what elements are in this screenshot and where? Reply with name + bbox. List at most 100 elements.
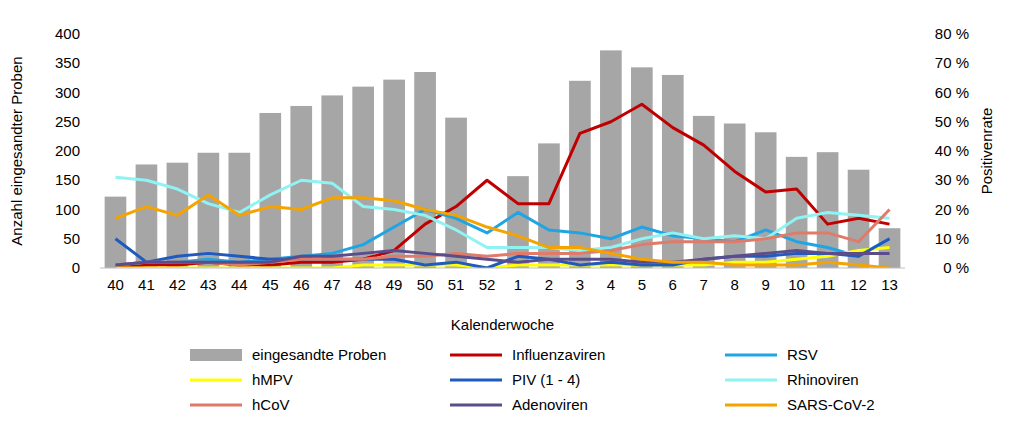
legend-swatch bbox=[450, 354, 502, 357]
x-tick-label: 52 bbox=[479, 276, 496, 293]
y2-tick bbox=[905, 121, 909, 122]
legend-label: Influenzaviren bbox=[512, 346, 605, 363]
legend-swatch bbox=[190, 404, 242, 407]
x-tick-label: 2 bbox=[545, 276, 553, 293]
bar bbox=[383, 80, 405, 268]
y-tick bbox=[96, 34, 100, 35]
y-tick-label: 200 bbox=[55, 142, 80, 159]
y2-tick bbox=[905, 180, 909, 181]
x-tick-label: 40 bbox=[107, 276, 124, 293]
bar bbox=[198, 153, 220, 268]
y2-tick-label: 60 % bbox=[935, 84, 969, 101]
bar bbox=[414, 72, 436, 268]
legend-swatch bbox=[450, 379, 502, 382]
y-tick-label: 150 bbox=[55, 171, 80, 188]
x-tick-label: 43 bbox=[200, 276, 217, 293]
y-tick bbox=[96, 268, 100, 269]
y2-tick bbox=[905, 209, 909, 210]
x-tick-label: 48 bbox=[355, 276, 372, 293]
line bbox=[115, 210, 889, 266]
legend-label: hCoV bbox=[252, 396, 290, 413]
x-tick-label: 4 bbox=[607, 276, 615, 293]
legend-label: SARS-CoV-2 bbox=[787, 396, 875, 413]
x-tick-label: 13 bbox=[881, 276, 898, 293]
y-tick bbox=[96, 151, 100, 152]
bar bbox=[290, 106, 312, 268]
y2-tick-label: 20 % bbox=[935, 201, 969, 218]
legend-swatch bbox=[725, 354, 777, 357]
bar bbox=[724, 124, 746, 268]
y-tick bbox=[96, 63, 100, 64]
y2-tick-label: 0 % bbox=[943, 259, 969, 276]
x-tick-label: 11 bbox=[820, 276, 836, 293]
chart: 0501001502002503003504000 %10 %20 %30 %4… bbox=[0, 0, 1017, 422]
y2-tick-label: 10 % bbox=[935, 230, 969, 247]
y-tick-label: 50 bbox=[63, 230, 80, 247]
y2-tick-label: 30 % bbox=[935, 171, 969, 188]
y-tick-label: 0 bbox=[72, 259, 80, 276]
x-tick-label: 5 bbox=[638, 276, 646, 293]
y-tick-label: 350 bbox=[55, 54, 80, 71]
bar bbox=[662, 75, 684, 268]
y2-tick bbox=[905, 268, 909, 269]
legend-label: RSV bbox=[787, 346, 818, 363]
y-tick bbox=[96, 238, 100, 239]
y2-tick bbox=[905, 151, 909, 152]
y2-tick-label: 40 % bbox=[935, 142, 969, 159]
line bbox=[115, 177, 889, 250]
legend-label: Adenoviren bbox=[512, 396, 588, 413]
x-tick-label: 10 bbox=[788, 276, 805, 293]
x-tick-label: 50 bbox=[417, 276, 434, 293]
axes: 0501001502002503003504000 %10 %20 %30 %4… bbox=[8, 25, 995, 333]
x-tick-label: 51 bbox=[448, 276, 465, 293]
y-axis-title: Anzahl eingesandter Proben bbox=[8, 56, 25, 245]
bar bbox=[445, 118, 467, 268]
x-tick-label: 45 bbox=[262, 276, 279, 293]
x-tick-label: 47 bbox=[324, 276, 341, 293]
x-tick-label: 7 bbox=[700, 276, 708, 293]
y2-tick bbox=[905, 92, 909, 93]
y2-axis-title: Positivenrate bbox=[978, 108, 995, 195]
legend-swatch bbox=[725, 379, 777, 382]
x-tick-label: 46 bbox=[293, 276, 310, 293]
x-tick-label: 12 bbox=[850, 276, 867, 293]
y-tick bbox=[96, 209, 100, 210]
legend-label: PIV (1 - 4) bbox=[512, 371, 580, 388]
y2-tick-label: 70 % bbox=[935, 54, 969, 71]
x-tick-label: 44 bbox=[231, 276, 248, 293]
x-axis-title: Kalenderwoche bbox=[451, 316, 554, 333]
x-tick-label: 42 bbox=[169, 276, 186, 293]
x-tick-label: 41 bbox=[138, 276, 155, 293]
y2-tick-label: 80 % bbox=[935, 25, 969, 42]
x-axis-line bbox=[100, 268, 905, 269]
x-tick-label: 6 bbox=[669, 276, 677, 293]
y2-tick-label: 50 % bbox=[935, 113, 969, 130]
legend-swatch bbox=[450, 404, 502, 407]
legend-swatch bbox=[190, 349, 242, 361]
legend-swatch bbox=[725, 404, 777, 407]
legend: eingesandte Proben Influenzaviren RSV hMPV P… bbox=[190, 346, 875, 413]
y-tick-label: 100 bbox=[55, 201, 80, 218]
legend-label: hMPV bbox=[252, 371, 293, 388]
y-tick bbox=[96, 180, 100, 181]
x-tick-label: 8 bbox=[731, 276, 739, 293]
y-tick bbox=[96, 121, 100, 122]
x-tick-label: 49 bbox=[386, 276, 403, 293]
legend-label: eingesandte Proben bbox=[252, 346, 386, 363]
bar bbox=[693, 116, 715, 268]
x-tick-label: 3 bbox=[576, 276, 584, 293]
legend-label: Rhinoviren bbox=[787, 371, 859, 388]
y2-tick bbox=[905, 238, 909, 239]
line bbox=[115, 104, 889, 268]
y-tick bbox=[96, 92, 100, 93]
y2-tick bbox=[905, 63, 909, 64]
line bbox=[115, 195, 889, 268]
y-tick-label: 300 bbox=[55, 84, 80, 101]
x-tick-label: 9 bbox=[762, 276, 770, 293]
x-tick-label: 1 bbox=[514, 276, 522, 293]
y-tick-label: 250 bbox=[55, 113, 80, 130]
bar bbox=[105, 197, 127, 268]
legend-swatch bbox=[190, 379, 242, 382]
bar bbox=[755, 132, 777, 268]
y2-tick bbox=[905, 34, 909, 35]
